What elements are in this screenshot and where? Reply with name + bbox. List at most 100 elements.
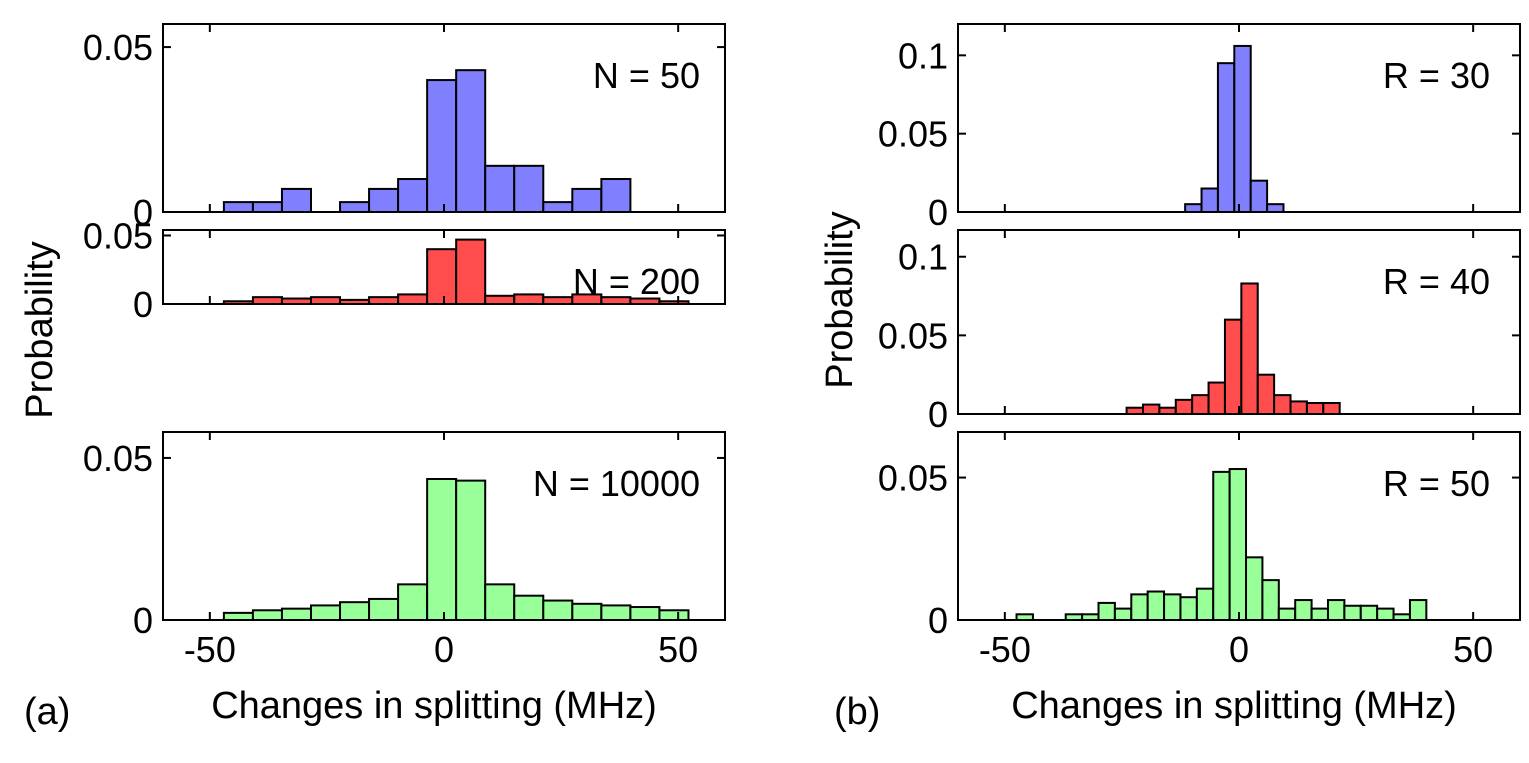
subplot-annotation: N = 50 (593, 55, 700, 96)
histogram-bar (1097, 601, 1116, 622)
histogram-bar (542, 296, 574, 306)
y-tick-label: 0.05 (83, 27, 153, 68)
y-tick-label: 0.05 (878, 458, 948, 499)
histogram-bar (1113, 607, 1133, 622)
histogram-bar (455, 479, 487, 621)
histogram-bar (339, 201, 371, 214)
histogram-bar (1146, 590, 1166, 621)
x-tick-label: -50 (184, 629, 236, 670)
histogram-bar (339, 601, 371, 622)
histogram-bar (1273, 394, 1292, 415)
histogram-bar (542, 201, 574, 214)
histogram-bar (1216, 62, 1236, 213)
histogram-bar (1266, 203, 1285, 214)
histogram-bar (368, 597, 400, 621)
histogram-bar (1326, 599, 1346, 622)
histogram-bar (368, 296, 400, 306)
histogram-bar (309, 296, 342, 306)
histogram-bar (397, 583, 429, 622)
histogram-bar (542, 599, 574, 621)
x-axis-title-b: Changes in splitting (MHz) (1011, 685, 1457, 727)
panel-label-b: (b) (834, 691, 880, 733)
y-axis-title-a: Probability (19, 241, 61, 418)
histogram-bar (484, 294, 516, 305)
histogram-bar (1310, 607, 1329, 622)
y-tick-label: 0.05 (83, 438, 153, 479)
subplot-b-3: 0 0.05 -50 0 50 R = 50 (878, 431, 1521, 670)
y-tick-label: 0 (133, 600, 153, 641)
histogram-bar (1174, 398, 1194, 416)
histogram-bar (1408, 599, 1428, 622)
histogram-bar (513, 594, 545, 621)
histogram-bar (1184, 203, 1203, 214)
x-tick-label: 50 (658, 629, 698, 670)
histogram-bar (600, 604, 632, 622)
histogram-bar (1359, 604, 1379, 621)
y-tick-label: 0 (928, 600, 948, 641)
histogram-bar (426, 478, 458, 621)
subplot-annotation: R = 40 (1383, 261, 1490, 302)
histogram-bar (1245, 556, 1264, 621)
histogram-bar (1207, 381, 1226, 415)
histogram-bar (280, 607, 312, 621)
histogram-bar (1223, 318, 1243, 415)
histogram-bar (1256, 373, 1276, 415)
y-tick-label: 0 (133, 192, 153, 233)
histogram-bar (280, 187, 312, 213)
histogram-bar (1240, 282, 1259, 415)
histogram-bar (455, 238, 487, 305)
histogram-bar (1249, 179, 1269, 214)
x-tick-label: -50 (979, 629, 1031, 670)
subplot-b-1: 0 0.05 0.1 R = 30 (878, 23, 1521, 233)
subplot-annotation: N = 200 (573, 261, 700, 302)
y-tick-label: 0.05 (878, 114, 948, 155)
histogram-bar (513, 164, 545, 213)
y-tick-label: 0 (133, 284, 153, 325)
histogram-bar (1141, 403, 1161, 416)
subplot-b-2: 0 0.05 0.1 R = 40 (878, 229, 1521, 435)
histogram-bar (484, 164, 516, 213)
subplot-annotation: R = 30 (1383, 55, 1490, 96)
histogram-bar (571, 602, 603, 621)
histogram-bar (455, 69, 487, 213)
subplot-a-1: 0 0.05 N = 50 (83, 23, 726, 233)
histogram-bar (1179, 596, 1198, 621)
y-tick-label: 0.1 (898, 237, 948, 278)
histogram-bar (1343, 604, 1362, 621)
histogram-bar (571, 187, 603, 213)
histogram-bar (629, 606, 661, 622)
histogram-bar (426, 248, 458, 305)
histogram-bar (484, 583, 516, 622)
histogram-bar (397, 293, 429, 306)
subplot-a-2: 0 0.05 N = 200 (83, 215, 726, 325)
panel-label-a: (a) (24, 691, 70, 733)
histogram-bar (1233, 44, 1252, 213)
histogram-bar (1322, 401, 1341, 416)
y-tick-label: 0.1 (898, 35, 948, 76)
histogram-bar (368, 187, 400, 213)
x-axis-title-a: Changes in splitting (MHz) (211, 685, 657, 727)
histogram-bar (1228, 468, 1248, 621)
histogram-bar (1294, 599, 1313, 622)
histogram-bar (600, 178, 632, 214)
histogram-bar (251, 201, 283, 214)
histogram-bar (658, 609, 690, 622)
x-tick-label: 0 (1229, 629, 1249, 670)
x-tick-label: 50 (1453, 629, 1493, 670)
histogram-bar (309, 604, 342, 622)
histogram-bar (397, 178, 429, 214)
histogram-bar (1191, 394, 1210, 415)
x-tick-label: 0 (434, 629, 454, 670)
histogram-bar (513, 293, 545, 306)
histogram-bar (222, 201, 254, 214)
histogram-bar (1195, 587, 1215, 622)
histogram-bar (1305, 401, 1325, 416)
histogram-bar (222, 611, 254, 621)
histogram-bar (1130, 593, 1149, 622)
histogram-bar (251, 296, 283, 306)
subplot-a-3: 0 0.05 -50 0 50 N = 10000 (83, 431, 726, 670)
histogram-bar (1212, 470, 1231, 621)
panel-b: 0 0.05 0.1 R = 30 0 0.05 0.1 R = 40 0 0.05 -50 0 50 R… (878, 23, 1521, 670)
